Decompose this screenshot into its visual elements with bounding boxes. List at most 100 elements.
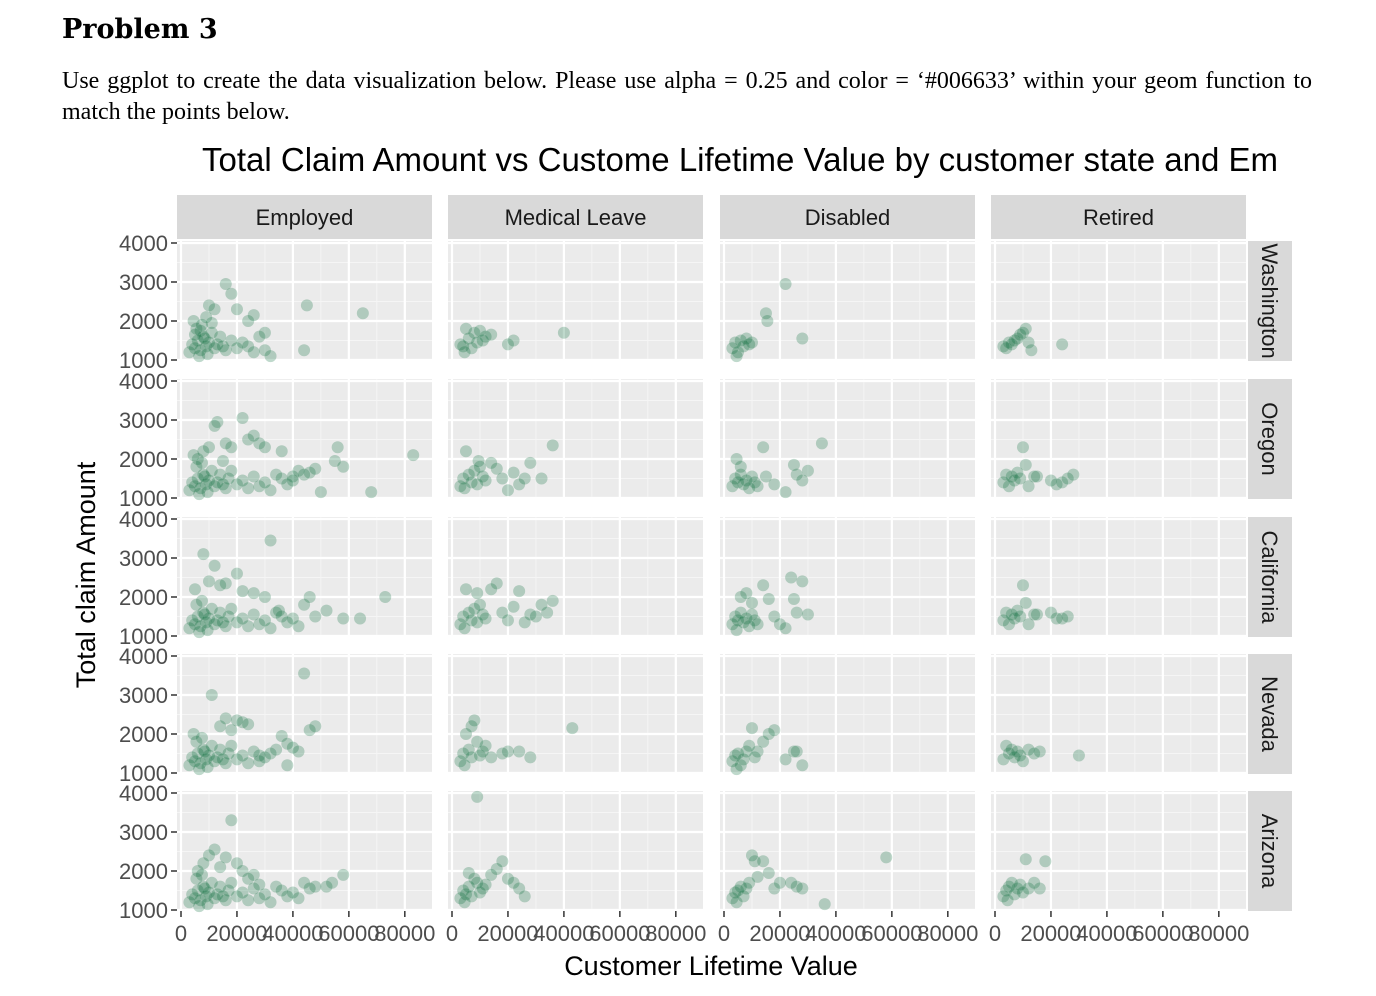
data-point bbox=[247, 868, 260, 881]
data-point bbox=[242, 433, 255, 446]
data-point bbox=[768, 882, 781, 895]
data-point bbox=[202, 886, 215, 899]
data-point bbox=[1016, 326, 1029, 339]
data-point bbox=[247, 429, 260, 442]
data-point bbox=[270, 606, 283, 619]
data-point bbox=[1028, 876, 1041, 889]
data-point bbox=[479, 878, 492, 891]
y-tick-label: 4000 bbox=[119, 507, 168, 532]
data-point bbox=[496, 606, 509, 619]
data-point bbox=[757, 735, 770, 748]
data-point bbox=[230, 303, 243, 316]
data-point bbox=[1050, 612, 1063, 625]
data-point bbox=[465, 720, 478, 733]
data-point bbox=[518, 472, 531, 485]
data-point bbox=[457, 472, 470, 485]
data-point bbox=[183, 346, 196, 359]
data-point bbox=[208, 480, 221, 493]
data-point bbox=[275, 729, 288, 742]
data-point bbox=[188, 328, 201, 341]
data-point bbox=[258, 751, 271, 764]
data-point bbox=[337, 612, 350, 625]
data-point bbox=[309, 720, 322, 733]
data-point bbox=[186, 476, 199, 489]
data-point bbox=[1022, 336, 1035, 349]
x-tick-label: 0 bbox=[446, 921, 458, 946]
data-point bbox=[211, 888, 224, 901]
y-tick-label: 1000 bbox=[119, 761, 168, 786]
data-point bbox=[407, 449, 420, 462]
data-point bbox=[208, 559, 221, 572]
data-point bbox=[1000, 468, 1013, 481]
data-point bbox=[1008, 612, 1021, 625]
data-point bbox=[1028, 470, 1041, 483]
data-point bbox=[222, 610, 235, 623]
data-point bbox=[201, 486, 214, 499]
data-point bbox=[253, 330, 266, 343]
data-point bbox=[216, 616, 229, 629]
data-point bbox=[298, 667, 311, 680]
data-point bbox=[193, 350, 206, 363]
data-point bbox=[1008, 888, 1021, 901]
data-point bbox=[281, 890, 294, 903]
data-point bbox=[473, 598, 486, 611]
data-point bbox=[751, 870, 764, 883]
data-point bbox=[214, 743, 227, 756]
data-point bbox=[472, 454, 485, 467]
data-point bbox=[787, 592, 800, 605]
data-point bbox=[458, 759, 471, 772]
y-tick-label: 2000 bbox=[119, 722, 168, 747]
data-point bbox=[485, 583, 498, 596]
y-tick-label: 4000 bbox=[119, 644, 168, 669]
data-point bbox=[1014, 472, 1027, 485]
data-point bbox=[187, 728, 200, 740]
data-point bbox=[183, 622, 196, 635]
data-point bbox=[219, 482, 232, 495]
data-point bbox=[236, 336, 249, 349]
data-point bbox=[1061, 472, 1074, 485]
data-point bbox=[187, 449, 200, 462]
x-tick-label: 20000 bbox=[206, 921, 267, 946]
data-point bbox=[471, 587, 484, 600]
data-point bbox=[740, 332, 753, 345]
x-tick-label: 0 bbox=[718, 921, 730, 946]
facet-strip-label: Nevada bbox=[1257, 676, 1282, 753]
data-point bbox=[186, 338, 199, 351]
data-point bbox=[529, 610, 542, 623]
data-point bbox=[737, 890, 750, 903]
data-point bbox=[745, 722, 758, 735]
data-point bbox=[459, 583, 472, 596]
data-point bbox=[748, 751, 761, 764]
data-point bbox=[507, 876, 520, 889]
data-point bbox=[216, 890, 229, 903]
chart-title: Total Claim Amount vs Custome Lifetime V… bbox=[202, 141, 1278, 178]
data-point bbox=[194, 620, 207, 633]
data-point bbox=[454, 755, 467, 768]
data-point bbox=[205, 326, 218, 339]
data-point bbox=[356, 307, 369, 320]
data-point bbox=[465, 476, 478, 489]
data-point bbox=[468, 872, 481, 885]
x-tick-label: 60000 bbox=[318, 921, 379, 946]
y-tick-label: 2000 bbox=[119, 859, 168, 884]
data-point bbox=[815, 437, 828, 450]
facet-strip-column bbox=[991, 195, 1246, 239]
data-point bbox=[201, 898, 214, 911]
y-tick-label: 2000 bbox=[119, 585, 168, 610]
data-point bbox=[300, 299, 313, 312]
data-point bbox=[1002, 480, 1015, 493]
data-point bbox=[200, 478, 213, 491]
data-point bbox=[183, 759, 196, 772]
y-tick-label: 2000 bbox=[119, 447, 168, 472]
data-point bbox=[1011, 745, 1024, 758]
data-point bbox=[253, 618, 266, 631]
data-point bbox=[225, 876, 238, 889]
data-point bbox=[496, 855, 509, 868]
data-point bbox=[743, 338, 756, 351]
data-point bbox=[1056, 338, 1069, 351]
data-point bbox=[270, 880, 283, 893]
data-point bbox=[479, 739, 492, 752]
data-point bbox=[253, 480, 266, 493]
data-point bbox=[214, 880, 227, 893]
